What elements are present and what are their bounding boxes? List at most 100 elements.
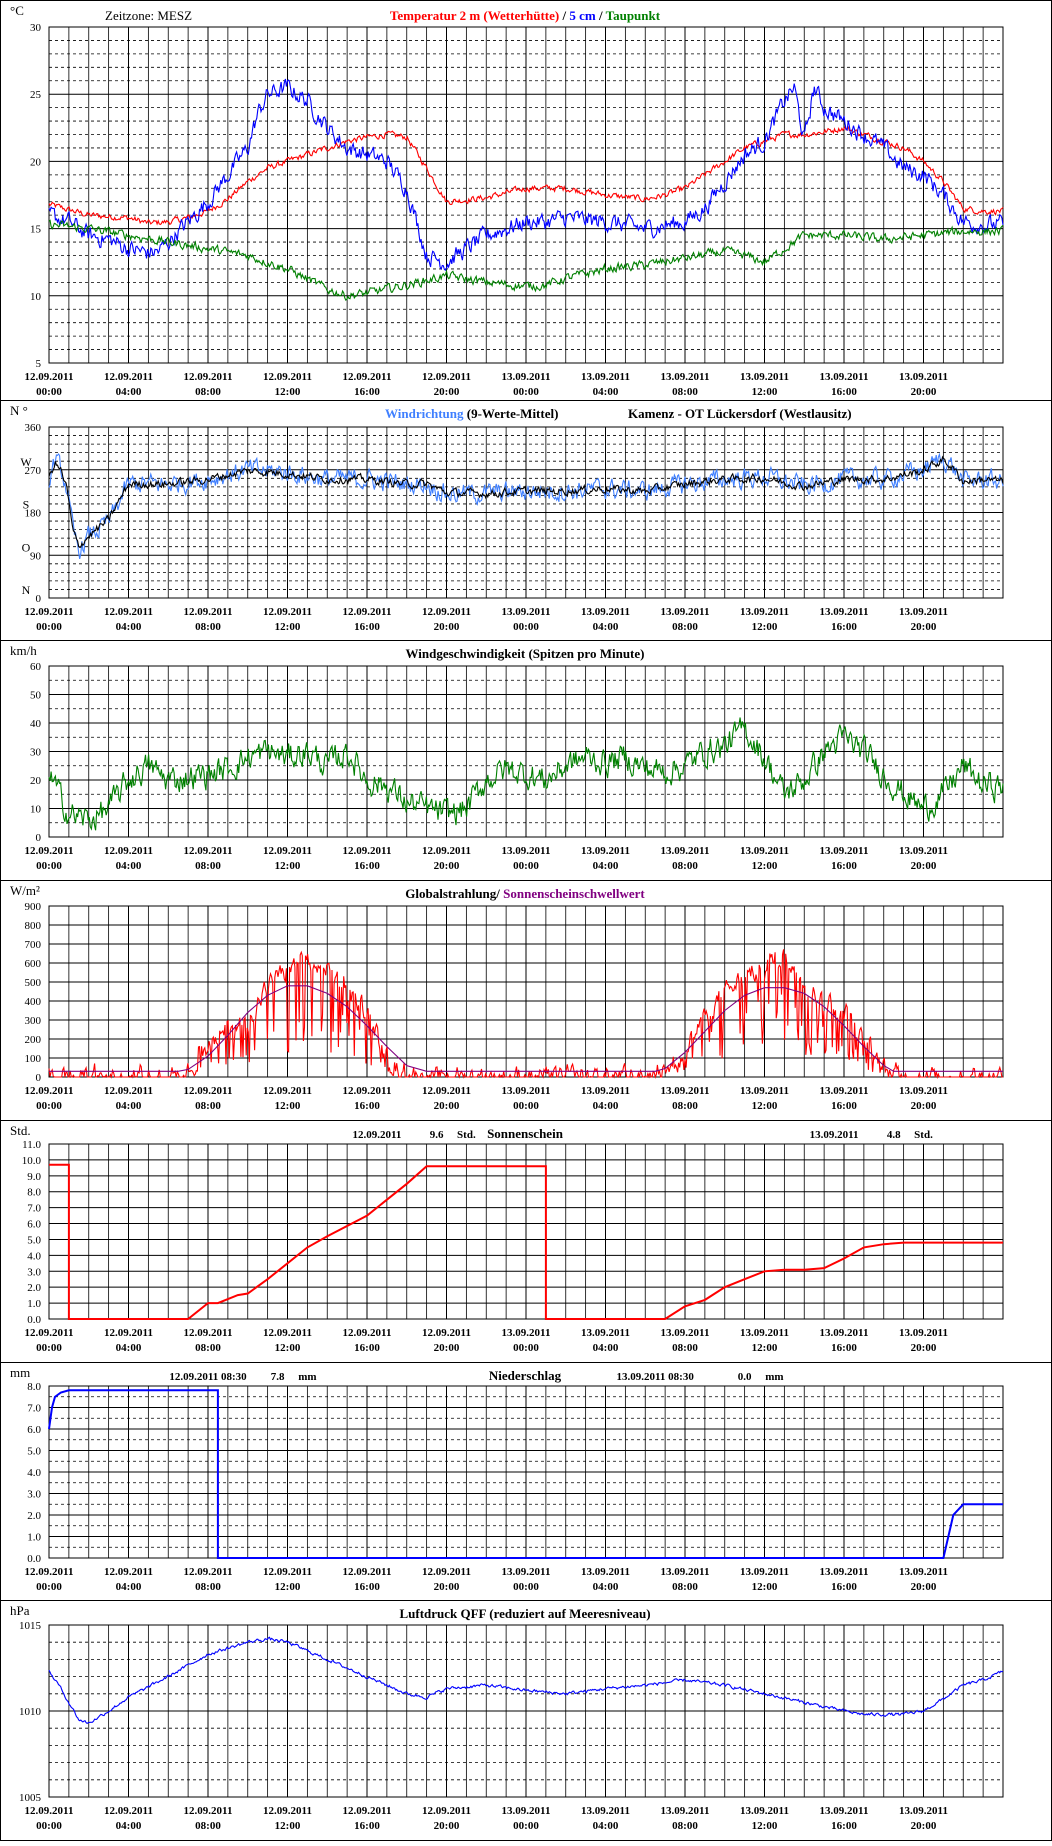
x-tick-date: 12.09.2011: [343, 1327, 392, 1339]
chart-title-part: Sonnenscheinschwellwert: [503, 886, 645, 901]
x-tick-time: 20:00: [911, 1820, 937, 1832]
x-tick-date: 12.09.2011: [343, 1566, 392, 1578]
x-tick-date: 13.09.2011: [899, 1085, 948, 1097]
x-tick-date: 13.09.2011: [740, 1566, 789, 1578]
x-tick-date: 12.09.2011: [343, 845, 392, 857]
y-tick-label: 2.0: [27, 1282, 41, 1294]
x-tick-time: 12:00: [752, 386, 778, 398]
x-tick-time: 04:00: [116, 1581, 142, 1593]
x-tick-date: 13.09.2011: [740, 1327, 789, 1339]
x-tick-time: 20:00: [911, 1342, 937, 1354]
x-tick-time: 12:00: [275, 1342, 301, 1354]
y-tick-label: 20: [30, 156, 42, 168]
header-annotation: 0.0: [738, 1371, 752, 1383]
y-tick-label: 800: [25, 920, 42, 932]
x-tick-date: 12.09.2011: [184, 1566, 233, 1578]
x-tick-date: 13.09.2011: [502, 1085, 551, 1097]
x-tick-time: 12:00: [752, 1100, 778, 1112]
header-annotation: mm: [298, 1371, 316, 1383]
x-tick-date: 12.09.2011: [422, 1327, 471, 1339]
y-tick-label: 10.0: [22, 1155, 42, 1167]
x-tick-date: 13.09.2011: [740, 1805, 789, 1817]
x-tick-time: 20:00: [434, 860, 460, 872]
y-tick-label: 0.0: [27, 1314, 41, 1326]
x-tick-time: 16:00: [831, 1820, 857, 1832]
x-tick-time: 00:00: [36, 621, 62, 633]
chart-title-part: /: [495, 886, 503, 901]
y-tick-label: 10: [30, 291, 42, 303]
series-line-1: [48, 717, 1004, 831]
x-tick-time: 04:00: [116, 1342, 142, 1354]
header-annotation: 9.6: [430, 1129, 444, 1141]
chart-title: Windgeschwindigkeit (Spitzen pro Minute): [406, 646, 645, 661]
x-tick-time: 16:00: [354, 621, 380, 633]
x-tick-date: 13.09.2011: [502, 1805, 551, 1817]
x-tick-time: 16:00: [354, 1581, 380, 1593]
x-tick-date: 12.09.2011: [25, 1805, 74, 1817]
x-tick-date: 12.09.2011: [263, 371, 312, 383]
y-tick-label: 300: [25, 1015, 42, 1027]
chart-title-part: Windrichtung: [385, 406, 464, 421]
x-tick-date: 13.09.2011: [899, 606, 948, 618]
plot-area-border: [48, 1624, 1004, 1798]
y-tick-label: 30: [30, 747, 42, 759]
x-tick-date: 12.09.2011: [25, 606, 74, 618]
x-tick-time: 20:00: [911, 386, 937, 398]
compass-label: S: [23, 498, 30, 512]
y-tick-label: 60: [30, 661, 42, 673]
y-tick-label: 2.0: [27, 1510, 41, 1522]
x-tick-date: 13.09.2011: [502, 1327, 551, 1339]
compass-label: N: [22, 583, 31, 597]
chart-title: Globalstrahlung/ Sonnenscheinschwellwert: [405, 886, 645, 901]
y-tick-label: 1010: [19, 1706, 42, 1718]
x-tick-date: 13.09.2011: [581, 1805, 630, 1817]
x-tick-time: 20:00: [911, 1100, 937, 1112]
y-tick-label: 6.0: [27, 1219, 41, 1231]
y-tick-label: 8.0: [27, 1187, 41, 1199]
unit-label: Std.: [10, 1123, 31, 1138]
chart-title: Luftdruck QFF (reduziert auf Meeresnivea…: [399, 1606, 650, 1621]
x-tick-time: 08:00: [672, 386, 698, 398]
x-tick-date: 13.09.2011: [899, 1805, 948, 1817]
x-tick-time: 04:00: [116, 860, 142, 872]
series-line-1: [49, 1163, 1003, 1320]
x-tick-date: 12.09.2011: [343, 1805, 392, 1817]
chart-title-part: Temperatur 2 m (Wetterhütte): [390, 8, 559, 23]
x-tick-date: 12.09.2011: [184, 1085, 233, 1097]
y-tick-label: 7.0: [27, 1203, 41, 1215]
x-tick-date: 12.09.2011: [184, 606, 233, 618]
x-tick-date: 13.09.2011: [820, 1566, 869, 1578]
x-tick-time: 12:00: [275, 860, 301, 872]
x-tick-time: 00:00: [513, 860, 539, 872]
series-line-2: [48, 455, 1004, 548]
x-tick-time: 20:00: [911, 621, 937, 633]
x-tick-date: 12.09.2011: [422, 1566, 471, 1578]
x-tick-time: 00:00: [513, 386, 539, 398]
x-tick-time: 08:00: [195, 1820, 221, 1832]
x-tick-time: 16:00: [354, 860, 380, 872]
y-tick-label: 500: [25, 977, 42, 989]
y-tick-label: 3.0: [27, 1266, 41, 1278]
x-tick-time: 12:00: [752, 1342, 778, 1354]
x-tick-date: 12.09.2011: [184, 371, 233, 383]
y-tick-label: 1005: [19, 1792, 42, 1804]
x-tick-date: 12.09.2011: [25, 1085, 74, 1097]
x-tick-time: 08:00: [672, 621, 698, 633]
x-tick-time: 00:00: [36, 386, 62, 398]
x-tick-time: 16:00: [831, 860, 857, 872]
x-tick-time: 20:00: [434, 386, 460, 398]
station-label: Kamenz - OT Lückersdorf (Westlausitz): [628, 406, 852, 421]
x-tick-time: 00:00: [36, 1342, 62, 1354]
chart-panel-5: 0.01.02.03.04.05.06.07.08.09.010.011.0St…: [0, 1120, 1052, 1354]
chart-title-part: Sonnenschein: [487, 1126, 564, 1141]
x-tick-time: 12:00: [275, 386, 301, 398]
unit-label: N °: [10, 403, 28, 418]
series-line-3: [48, 219, 1004, 301]
x-tick-date: 12.09.2011: [263, 606, 312, 618]
x-tick-date: 12.09.2011: [343, 606, 392, 618]
x-tick-date: 12.09.2011: [104, 1566, 153, 1578]
x-tick-time: 08:00: [672, 1100, 698, 1112]
x-tick-time: 04:00: [116, 386, 142, 398]
chart-panel-7: 1005 1010 1015 hPa Luftdruck QFF (reduziert …: [0, 1600, 1052, 1832]
x-tick-time: 08:00: [672, 860, 698, 872]
